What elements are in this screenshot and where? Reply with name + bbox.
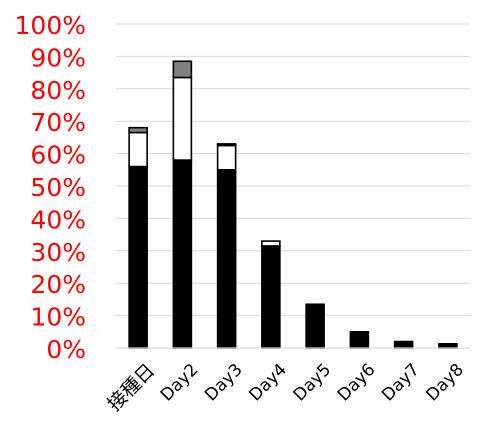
y-tick-label: 0%: [46, 335, 86, 364]
y-tick-label: 60%: [30, 141, 86, 170]
y-tick-label: 80%: [30, 76, 86, 105]
y-tick-label: 20%: [30, 270, 86, 299]
bar-segment: [216, 169, 237, 349]
y-tick-label: 100%: [15, 11, 86, 40]
y-tick-label: 40%: [30, 205, 86, 234]
bar-segment: [393, 340, 414, 349]
bar-segment: [349, 330, 370, 349]
bar-segment: [438, 342, 458, 349]
x-tick-label: Day6: [334, 360, 380, 406]
x-tick-label: Day3: [201, 360, 247, 406]
bar-segment: [261, 245, 281, 349]
gridlines: [116, 23, 470, 317]
y-tick-label: 10%: [30, 303, 86, 332]
y-tick-label: 50%: [30, 173, 86, 202]
bar-segment: [128, 126, 148, 134]
bar-segment: [128, 131, 148, 168]
x-tick-label: Day5: [290, 360, 336, 406]
bar-segment: [172, 76, 193, 161]
x-tick-label: Day7: [378, 360, 424, 406]
x-tick-label: Day2: [157, 360, 203, 406]
bar-segment: [305, 303, 325, 349]
bars: [128, 60, 458, 349]
bar-segment: [172, 159, 193, 349]
x-tick-label: 接種日: [103, 360, 159, 416]
bar-segment: [216, 144, 237, 171]
y-tick-label: 90%: [30, 43, 86, 72]
y-axis-tick-labels: 0% 10% 20% 30% 40% 50% 60% 70% 80% 90% 100%: [15, 11, 86, 364]
y-tick-label: 30%: [30, 238, 86, 267]
bar-segment: [128, 165, 148, 349]
x-tick-label: Day8: [422, 360, 468, 406]
bar-segment: [216, 143, 237, 147]
x-tick-label: Day4: [245, 360, 291, 406]
bar-segment: [172, 60, 193, 79]
bar-segment: [261, 240, 281, 247]
y-tick-label: 70%: [30, 108, 86, 137]
